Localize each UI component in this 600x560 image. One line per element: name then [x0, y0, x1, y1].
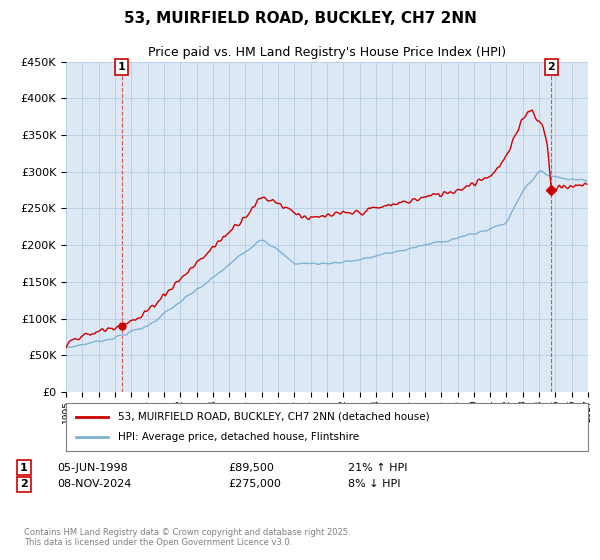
Text: £275,000: £275,000: [228, 479, 281, 489]
Text: 8% ↓ HPI: 8% ↓ HPI: [348, 479, 401, 489]
Text: 21% ↑ HPI: 21% ↑ HPI: [348, 463, 407, 473]
Text: 2: 2: [20, 479, 28, 489]
Text: 53, MUIRFIELD ROAD, BUCKLEY, CH7 2NN: 53, MUIRFIELD ROAD, BUCKLEY, CH7 2NN: [124, 11, 476, 26]
Text: £89,500: £89,500: [228, 463, 274, 473]
Text: 53, MUIRFIELD ROAD, BUCKLEY, CH7 2NN (detached house): 53, MUIRFIELD ROAD, BUCKLEY, CH7 2NN (de…: [118, 412, 430, 422]
Text: 08-NOV-2024: 08-NOV-2024: [57, 479, 131, 489]
Text: 2: 2: [547, 62, 555, 72]
Title: Price paid vs. HM Land Registry's House Price Index (HPI): Price paid vs. HM Land Registry's House …: [148, 46, 506, 59]
Text: Contains HM Land Registry data © Crown copyright and database right 2025.
This d: Contains HM Land Registry data © Crown c…: [24, 528, 350, 547]
Text: 1: 1: [20, 463, 28, 473]
Text: 05-JUN-1998: 05-JUN-1998: [57, 463, 128, 473]
Text: 1: 1: [118, 62, 125, 72]
Text: HPI: Average price, detached house, Flintshire: HPI: Average price, detached house, Flin…: [118, 432, 359, 442]
